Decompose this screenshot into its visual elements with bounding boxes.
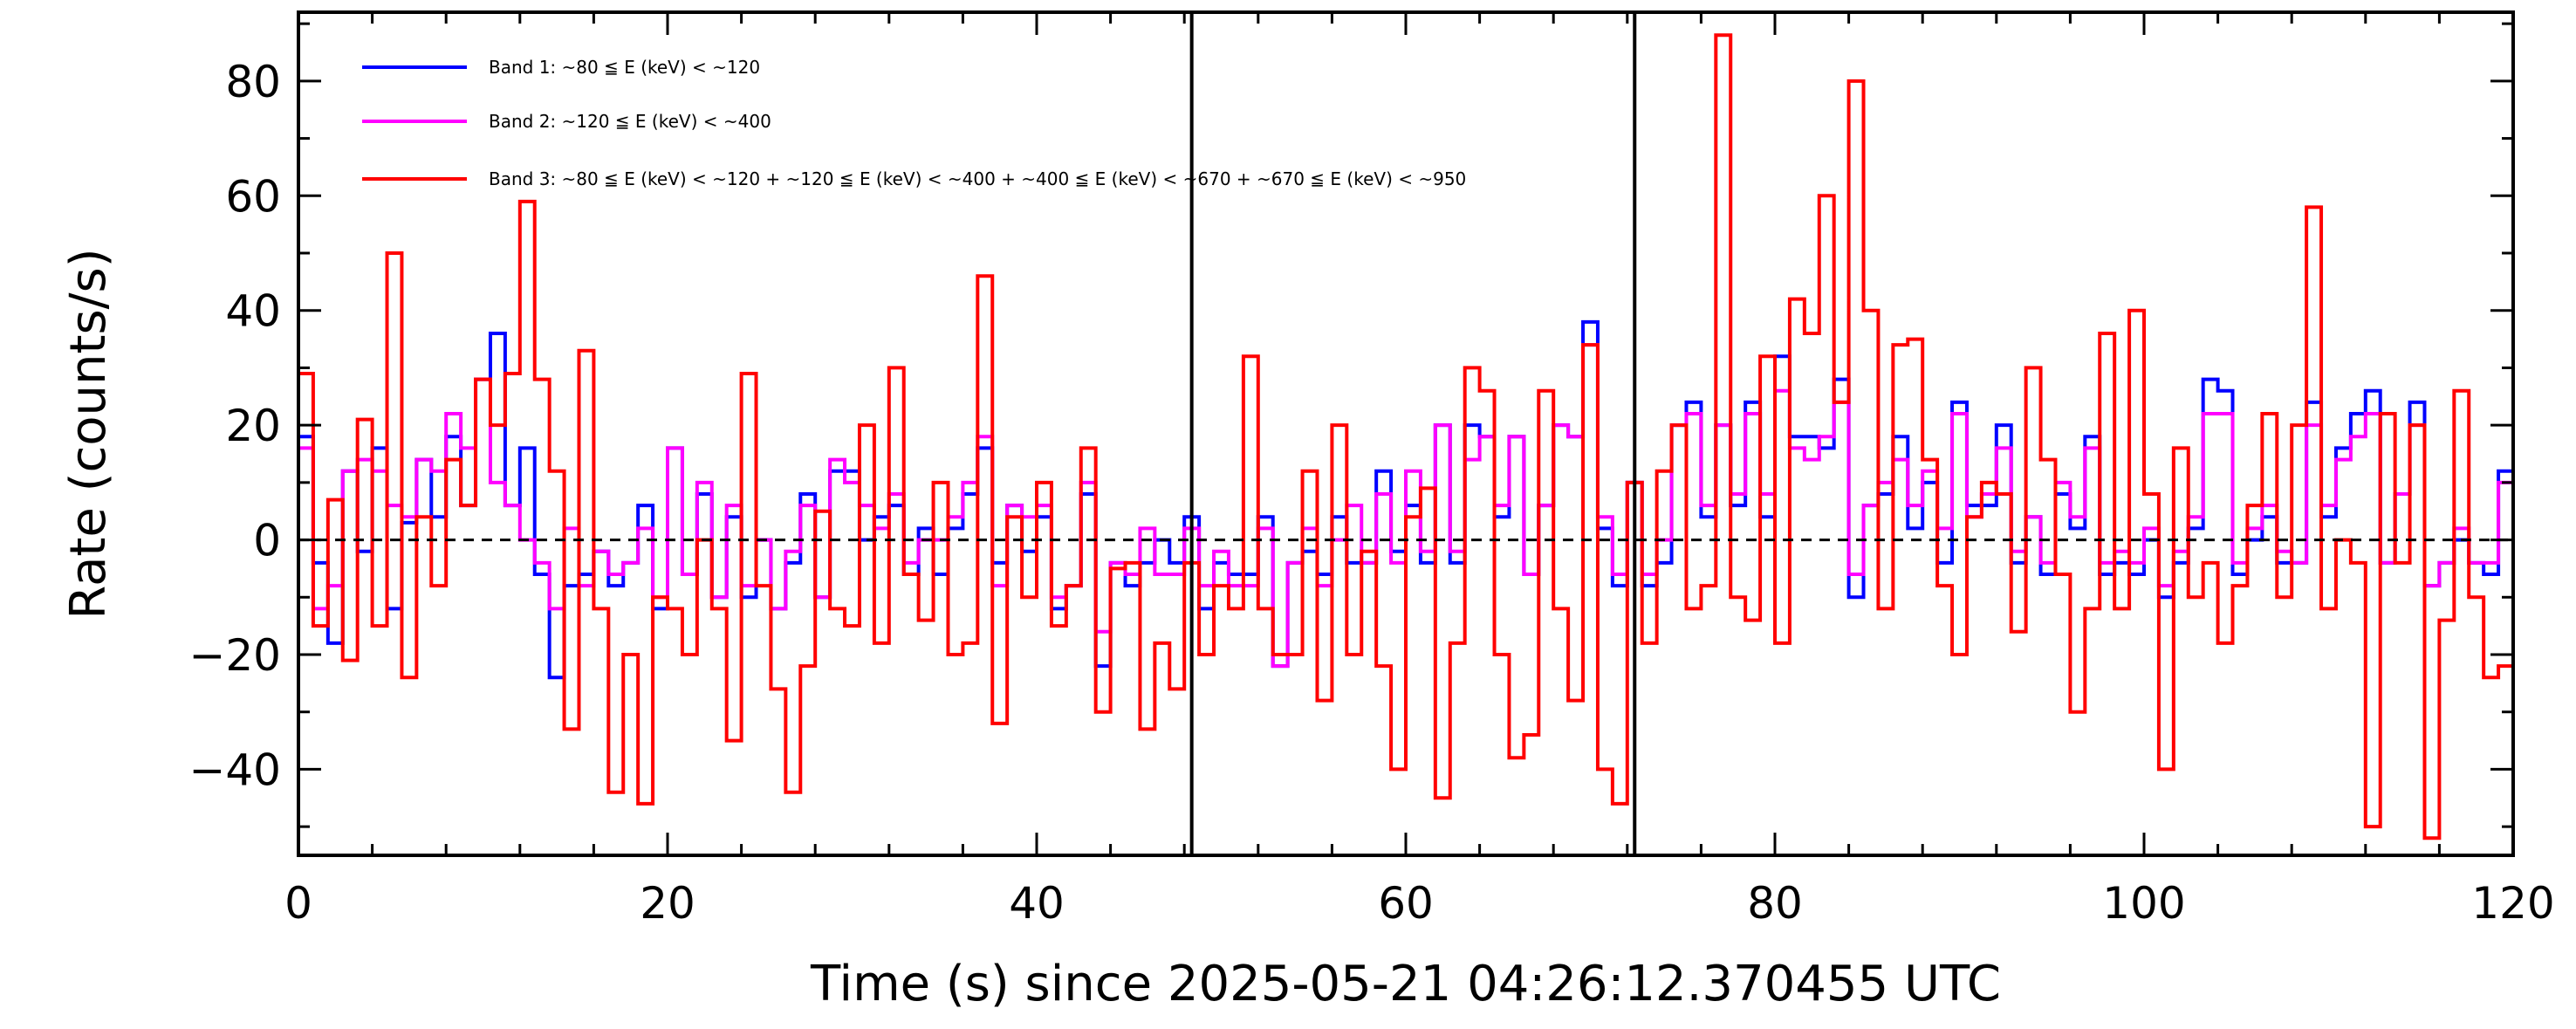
y-tick-label: −20 — [188, 630, 281, 681]
series-3-line — [298, 33, 2513, 840]
legend: Band 1: ~80 ≦ E (keV) < ~120 Band 2: ~120… — [362, 57, 1466, 189]
x-tick-label: 20 — [640, 878, 695, 929]
y-tick-label: −40 — [188, 744, 281, 795]
x-tick-label: 80 — [1747, 878, 1803, 929]
y-tick-label: 80 — [225, 57, 281, 107]
x-tick-label: 0 — [284, 878, 312, 929]
tick-layer: 0 20 40 60 80 100 120 −40 −20 0 20 40 60 80 — [188, 12, 2555, 929]
x-tick-label: 100 — [2102, 878, 2185, 929]
x-tick-label: 120 — [2471, 878, 2554, 929]
legend-label: Band 3: ~80 ≦ E (keV) < ~120 + ~120 ≦ E … — [489, 168, 1466, 189]
y-tick-label: 20 — [225, 401, 281, 451]
legend-label: Band 1: ~80 ≦ E (keV) < ~120 — [489, 57, 760, 78]
x-tick-label: 40 — [1009, 878, 1065, 929]
y-tick-label: 40 — [225, 286, 281, 337]
y-tick-label: 0 — [253, 516, 281, 566]
x-tick-label: 60 — [1378, 878, 1434, 929]
overlay-layer — [298, 12, 2513, 855]
y-axis-title: Rate (counts/s) — [60, 248, 117, 619]
x-axis-title: Time (s) since 2025-05-21 04:26:12.37045… — [810, 956, 2001, 1012]
series-layer — [298, 33, 2513, 840]
legend-label: Band 2: ~120 ≦ E (keV) < ~400 — [489, 111, 771, 132]
y-tick-label: 60 — [225, 171, 281, 222]
